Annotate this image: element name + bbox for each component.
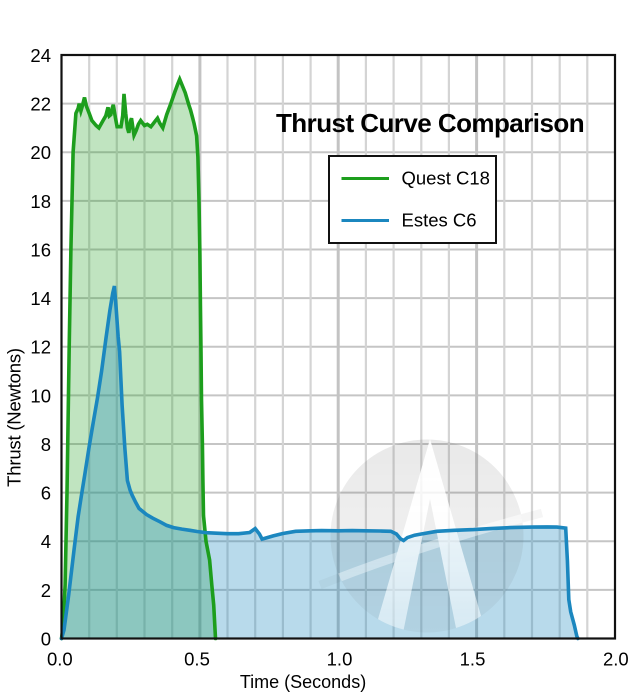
svg-text:4: 4 bbox=[41, 531, 51, 552]
svg-text:14: 14 bbox=[30, 288, 51, 309]
svg-text:2: 2 bbox=[41, 580, 51, 601]
svg-text:18: 18 bbox=[30, 191, 51, 212]
svg-text:2.0: 2.0 bbox=[603, 649, 629, 670]
svg-text:22: 22 bbox=[30, 94, 51, 115]
svg-text:1.5: 1.5 bbox=[460, 649, 486, 670]
svg-text:20: 20 bbox=[30, 142, 51, 163]
svg-text:6: 6 bbox=[41, 483, 51, 504]
svg-text:12: 12 bbox=[30, 337, 51, 358]
svg-text:16: 16 bbox=[30, 239, 51, 260]
svg-text:10: 10 bbox=[30, 385, 51, 406]
svg-text:0.5: 0.5 bbox=[184, 649, 210, 670]
svg-text:1.0: 1.0 bbox=[327, 649, 353, 670]
svg-text:0: 0 bbox=[41, 628, 51, 649]
svg-text:0.0: 0.0 bbox=[47, 649, 73, 670]
svg-text:Thrust (Newtons): Thrust (Newtons) bbox=[4, 348, 25, 487]
svg-text:Quest C18: Quest C18 bbox=[402, 168, 490, 189]
svg-text:8: 8 bbox=[41, 434, 51, 455]
svg-text:Thrust Curve Comparison: Thrust Curve Comparison bbox=[276, 108, 584, 138]
svg-text:Time (Seconds): Time (Seconds) bbox=[240, 672, 366, 692]
svg-text:Estes C6: Estes C6 bbox=[402, 210, 477, 231]
svg-text:24: 24 bbox=[30, 45, 51, 66]
